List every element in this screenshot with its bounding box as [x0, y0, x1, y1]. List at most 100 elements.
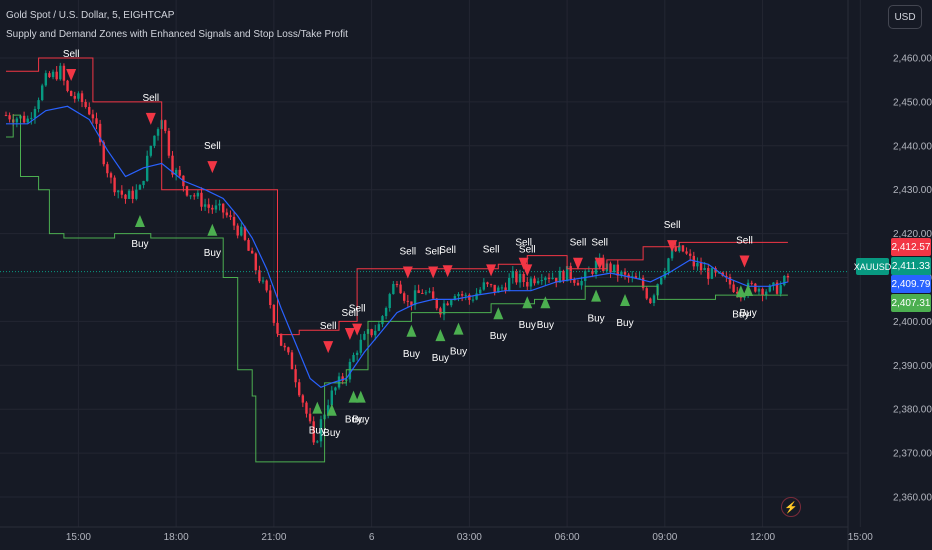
- candle-body: [714, 268, 717, 273]
- candle-body: [547, 277, 551, 279]
- candle-body: [127, 190, 131, 199]
- symbol-legend-title[interactable]: Gold Spot / U.S. Dollar, 5, EIGHTCAP: [6, 10, 175, 21]
- buy-signal: Buy: [323, 403, 340, 439]
- candle-body: [591, 270, 594, 274]
- candle-body: [30, 117, 33, 119]
- candle-body: [120, 190, 124, 195]
- buy-signal: Buy: [616, 294, 634, 329]
- time-axis-label: 6: [369, 532, 375, 543]
- candle-body: [66, 80, 69, 91]
- candle-body: [526, 281, 529, 287]
- candle-body: [504, 287, 507, 291]
- lightning-icon[interactable]: ⚡: [781, 497, 801, 517]
- candle-body: [189, 195, 192, 197]
- sell-signal: Sell: [591, 238, 608, 270]
- candle-body: [77, 93, 80, 99]
- buy-signal: Buy: [204, 223, 221, 259]
- candle-body: [51, 71, 55, 78]
- candle-body: [196, 192, 200, 197]
- candle-body: [460, 294, 464, 296]
- buy-label: Buy: [537, 320, 554, 331]
- candle-body: [222, 203, 225, 213]
- candle-body: [265, 280, 268, 291]
- buy-signal: Buy: [537, 296, 554, 331]
- candle-body: [174, 169, 178, 175]
- candle-body: [247, 239, 250, 251]
- candle-body: [674, 246, 677, 252]
- candle-body: [710, 268, 714, 279]
- time-axis-label: 06:00: [555, 532, 580, 543]
- candle-body: [352, 354, 355, 362]
- indicator-legend[interactable]: Supply and Demand Zones with Enhanced Si…: [6, 29, 348, 40]
- candle-body: [609, 263, 612, 273]
- sell-marker: [518, 257, 529, 270]
- sell-marker: [486, 264, 497, 277]
- candle-body: [370, 329, 373, 336]
- candle-body: [634, 276, 638, 279]
- sell-marker: [572, 257, 583, 270]
- symbol-price-tag: XAUUSD: [854, 258, 891, 275]
- buy-marker: [743, 283, 754, 296]
- candle-body: [355, 352, 359, 355]
- candle-body: [384, 307, 388, 317]
- currency-button[interactable]: USD: [888, 5, 922, 29]
- buy-marker: [493, 307, 504, 320]
- candle-body: [124, 194, 127, 199]
- candle-body: [406, 300, 410, 302]
- candle-body: [768, 285, 772, 292]
- candle-body: [156, 129, 160, 136]
- candle-body: [765, 291, 768, 296]
- candle-body: [446, 303, 449, 306]
- candle-body: [424, 292, 428, 294]
- candle-body: [612, 264, 616, 273]
- candle-body: [594, 260, 598, 274]
- candle-body: [298, 382, 301, 396]
- sell-label: Sell: [483, 244, 500, 255]
- candle-body: [207, 204, 210, 208]
- candle-body: [558, 270, 562, 283]
- buy-signal: Buy: [432, 329, 449, 364]
- candle-body: [334, 387, 337, 391]
- buy-signal: Buy: [345, 390, 362, 426]
- candle-body: [4, 115, 8, 117]
- candle-body: [536, 281, 540, 284]
- candle-body: [754, 283, 757, 292]
- sell-marker: [66, 68, 77, 81]
- sell-marker: [323, 341, 334, 354]
- candle-body: [489, 284, 493, 286]
- candle-body: [439, 308, 442, 315]
- candle-body: [428, 291, 431, 293]
- candle-body: [681, 245, 685, 252]
- candle-body: [533, 278, 536, 284]
- buy-marker: [453, 322, 464, 335]
- candle-body: [359, 339, 362, 353]
- sell-label: Sell: [342, 308, 359, 319]
- price-axis-label: 2,450.00: [893, 97, 932, 108]
- buy-label: Buy: [432, 353, 449, 364]
- candle-body: [660, 277, 663, 285]
- candle-body: [381, 316, 384, 325]
- candle-body: [620, 271, 623, 276]
- price-axis-label: 2,430.00: [893, 185, 932, 196]
- candle-body: [779, 285, 782, 294]
- candle-body: [602, 258, 605, 272]
- candle-body: [623, 271, 627, 275]
- buy-marker: [134, 215, 145, 228]
- candle-body: [316, 441, 319, 443]
- candle-body: [388, 294, 391, 308]
- buy-signal: Buy: [131, 215, 149, 250]
- indicator-lines: [6, 57, 789, 463]
- candle-body: [22, 115, 26, 123]
- time-axis-label: 12:00: [750, 532, 775, 543]
- buy-label: Buy: [519, 320, 536, 331]
- candle-body: [377, 324, 381, 331]
- buy-label: Buy: [587, 314, 604, 325]
- candle-body: [214, 205, 218, 210]
- buy-marker: [591, 289, 602, 302]
- grid: [0, 0, 861, 527]
- candle-body: [750, 282, 753, 284]
- candle-body: [649, 298, 652, 304]
- candle-body: [641, 277, 645, 289]
- candle-body: [507, 277, 511, 291]
